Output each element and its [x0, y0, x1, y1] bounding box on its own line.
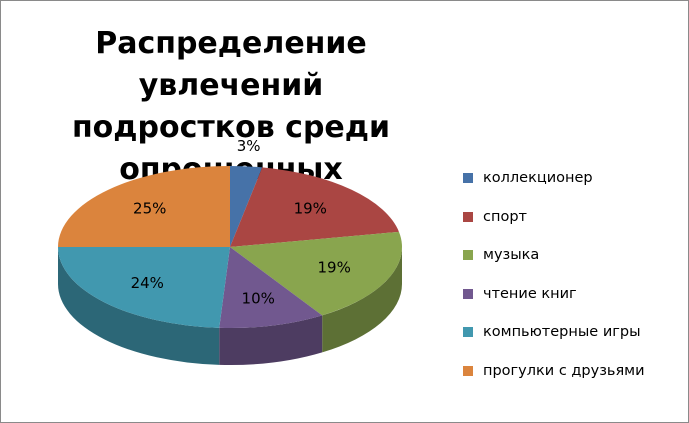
legend-item-computer-games: компьютерные игры [463, 313, 645, 352]
pie-label-music: 19% [318, 259, 351, 277]
pie-label-walks-with-friends: 25% [133, 200, 166, 218]
pie-label-sport: 19% [294, 200, 327, 218]
legend-item-sport: спорт [463, 198, 645, 237]
pie-label-computer-games: 24% [131, 274, 164, 292]
legend-swatch-reading [463, 288, 473, 299]
legend-label-reading: чтение книг [483, 285, 577, 302]
pie-slice-collector [230, 166, 263, 247]
legend-swatch-computer-games [463, 327, 473, 338]
legend: коллекционер спорт музыка чтение книг ко… [463, 159, 645, 390]
pie-slice-music [230, 231, 402, 316]
pie-label-reading: 10% [242, 289, 275, 307]
legend-item-collector: коллекционер [463, 159, 645, 198]
legend-label-music: музыка [483, 247, 540, 264]
legend-swatch-walks-with-friends [463, 365, 473, 376]
legend-swatch-collector [463, 173, 473, 184]
legend-swatch-music [463, 250, 473, 261]
legend-label-computer-games: компьютерные игры [483, 324, 641, 341]
pie-slice-walks-with-friends [58, 166, 230, 247]
legend-label-walks-with-friends: прогулки с друзьями [483, 362, 645, 379]
pie-slice-computer-games [58, 247, 230, 328]
legend-item-walks-with-friends: прогулки с друзьями [463, 352, 645, 391]
legend-label-sport: спорт [483, 208, 527, 225]
chart-title-line-1: Распределение увлечений [95, 26, 367, 103]
legend-swatch-sport [463, 211, 473, 222]
pie-slice-sport [230, 167, 399, 247]
pie-side-music [322, 247, 402, 353]
pie-slice-reading [219, 247, 323, 329]
legend-label-collector: коллекционер [483, 170, 593, 187]
pie-side-computer-games [58, 247, 220, 365]
legend-item-music: музыка [463, 236, 645, 275]
legend-item-reading: чтение книг [463, 275, 645, 314]
pie-side-reading [219, 315, 323, 365]
pie-label-collector: 3% [237, 137, 261, 155]
